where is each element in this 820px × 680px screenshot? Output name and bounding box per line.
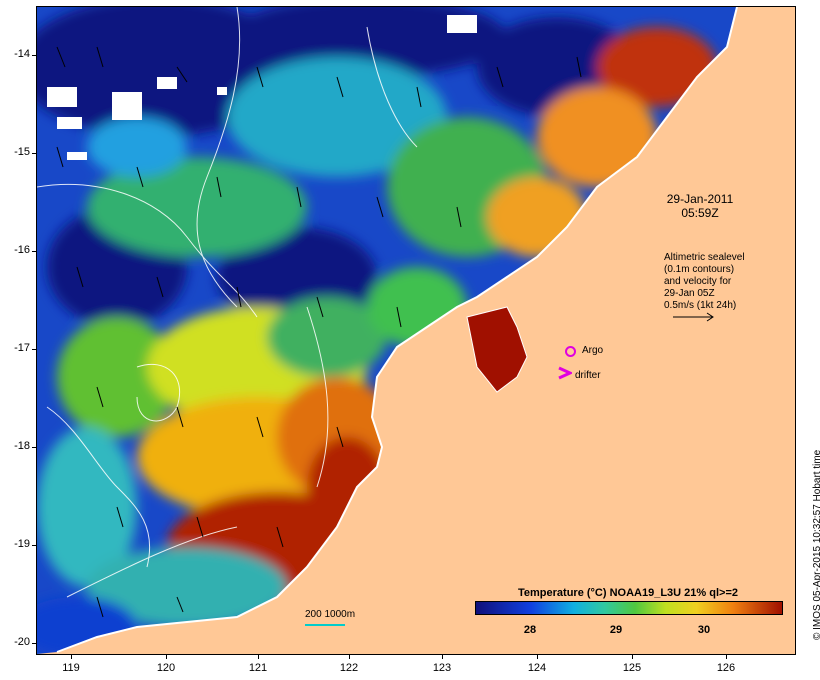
info-line: 29-Jan 05Z xyxy=(664,288,715,299)
land-mass xyxy=(37,7,795,654)
x-tick-label: 122 xyxy=(339,662,359,674)
timestamp-time: 05:59Z xyxy=(681,206,719,220)
bathymetry-line xyxy=(305,624,345,626)
colorbar-title: Temperature (°C) NOAA19_L3U 21% ql>=2 xyxy=(518,587,738,599)
drifter-icon[interactable] xyxy=(558,366,572,380)
x-tick-label: 126 xyxy=(716,662,736,674)
sst-map-canvas xyxy=(37,7,795,654)
coastline xyxy=(56,7,738,653)
x-tick xyxy=(442,654,443,659)
y-tick-label: -17 xyxy=(14,342,30,354)
velocity-vectors xyxy=(56,46,582,618)
y-tick-label: -19 xyxy=(14,538,30,550)
colorbar-tick: 28 xyxy=(523,624,537,636)
info-line: Altimetric sealevel xyxy=(664,252,745,263)
y-tick xyxy=(32,447,37,448)
sealevel-contours xyxy=(37,7,418,598)
velocity-scale-arrow-icon xyxy=(673,312,714,322)
x-tick xyxy=(726,654,727,659)
y-tick xyxy=(32,251,37,252)
y-tick-label: -20 xyxy=(14,636,30,648)
x-tick-label: 124 xyxy=(527,662,547,674)
colorbar-tick: 29 xyxy=(609,624,623,636)
timestamp-date: 29-Jan-2011 xyxy=(666,192,734,206)
x-tick-label: 123 xyxy=(432,662,452,674)
x-tick xyxy=(537,654,538,659)
argo-label: Argo xyxy=(582,345,604,356)
y-tick-label: -18 xyxy=(14,440,30,452)
info-line: 0.5m/s (1kt 24h) xyxy=(664,300,737,311)
x-tick xyxy=(71,654,72,659)
bathymetry-legend: 200 1000m xyxy=(305,609,356,620)
x-tick-label: 119 xyxy=(62,662,80,674)
temperature-colorbar xyxy=(475,601,783,615)
x-tick xyxy=(349,654,350,659)
y-tick-label: -16 xyxy=(14,244,30,256)
imos-credit: © IMOS 05-Apr-2015 10:32:57 Hobart time xyxy=(812,449,820,640)
x-tick-label: 121 xyxy=(248,662,268,674)
king-sound xyxy=(466,306,528,393)
y-tick xyxy=(32,153,37,154)
y-tick-label: -14 xyxy=(14,48,30,60)
colorbar-tick: 30 xyxy=(697,624,711,636)
y-tick xyxy=(32,643,37,644)
x-tick-label: 120 xyxy=(156,662,176,674)
x-tick xyxy=(166,654,167,659)
argo-float-icon[interactable] xyxy=(565,346,576,357)
drifter-label: drifter xyxy=(575,370,601,381)
altimetry-info: Altimetric sealevel (0.1m contours) and … xyxy=(664,252,745,312)
info-line: and velocity for xyxy=(664,276,732,287)
sst-map[interactable] xyxy=(36,6,796,655)
x-tick xyxy=(258,654,259,659)
y-tick xyxy=(32,55,37,56)
timestamp: 29-Jan-2011 05:59Z xyxy=(660,192,740,220)
y-tick-label: -15 xyxy=(14,146,30,158)
x-tick xyxy=(632,654,633,659)
x-tick-label: 125 xyxy=(622,662,642,674)
info-line: (0.1m contours) xyxy=(664,264,735,275)
y-tick xyxy=(32,349,37,350)
y-tick xyxy=(32,545,37,546)
